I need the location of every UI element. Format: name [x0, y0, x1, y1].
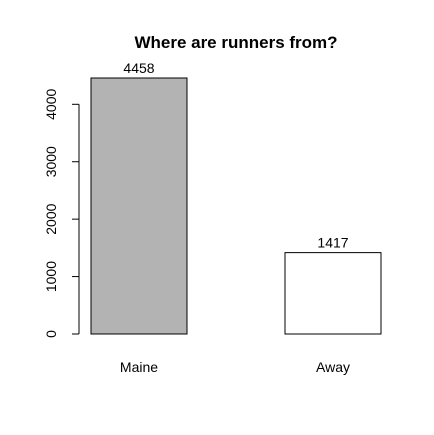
category-label: Maine: [120, 359, 158, 375]
y-tick-label: 0: [43, 330, 59, 338]
bar-away: [284, 252, 382, 335]
y-axis: 0 1000 2000 3000 4000: [43, 89, 80, 338]
category-labels: Maine Away: [120, 359, 350, 375]
bars-group: [90, 77, 382, 335]
data-labels: 4458 1417: [123, 60, 348, 251]
data-label: 1417: [317, 235, 348, 251]
y-tick-label: 3000: [43, 146, 59, 177]
bar-maine: [90, 77, 188, 335]
y-tick-label: 2000: [43, 203, 59, 234]
chart-title: Where are runners from?: [134, 33, 337, 52]
data-label: 4458: [123, 60, 154, 76]
category-label: Away: [316, 359, 350, 375]
y-tick-label: 1000: [43, 261, 59, 292]
y-tick-label: 4000: [43, 89, 59, 120]
